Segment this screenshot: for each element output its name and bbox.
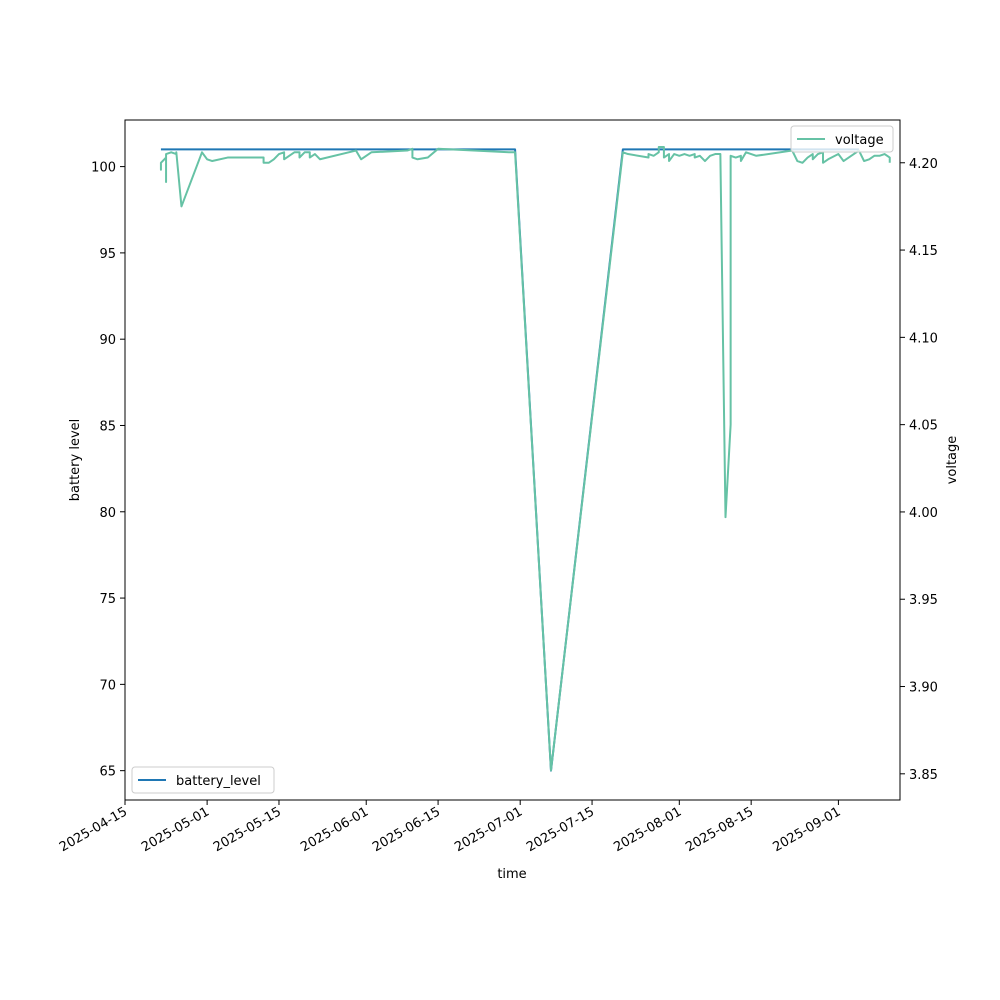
y-tick-label: 95: [99, 247, 116, 262]
y2-tick-label: 3.90: [909, 681, 938, 696]
y-tick-label: 80: [99, 506, 116, 521]
legend-box: [790, 125, 894, 153]
y-tick-label: 65: [99, 765, 116, 780]
x-axis-label: time: [497, 867, 526, 882]
y-tick-label: 100: [91, 161, 116, 176]
plot-frame: [124, 119, 901, 801]
y2-tick-label: 3.85: [909, 768, 938, 783]
y2-tick-label: 4.20: [909, 157, 938, 172]
legend-battery-level: battery_level: [131, 766, 275, 794]
y2-tick-label: 4.00: [909, 506, 938, 521]
y-tick-label: 75: [99, 592, 116, 607]
legend-label: voltage: [835, 133, 884, 148]
y2-tick-label: 4.10: [909, 331, 938, 346]
y2-tick-label: 4.05: [909, 419, 938, 434]
y-axis-right: 3.85 3.90 3.95 4.00 4.05 4.10 4.15 4.20: [900, 157, 938, 783]
legend-label: battery_level: [176, 774, 261, 789]
series-layer: [159, 146, 891, 772]
series-line-voltage: [159, 146, 891, 772]
y-axis-left: 65 70 75 80 85 90 95 100: [91, 161, 125, 780]
y-tick-label: 85: [99, 419, 116, 434]
y2-tick-label: 4.15: [909, 244, 938, 259]
y-tick-label: 70: [99, 678, 116, 693]
legend-voltage: voltage: [790, 125, 894, 153]
legend-box: [131, 766, 275, 794]
y2-axis-label: voltage: [945, 436, 960, 485]
y-axis-label: battery level: [68, 419, 83, 502]
y-tick-label: 90: [99, 333, 116, 348]
y2-tick-label: 3.95: [909, 593, 938, 608]
